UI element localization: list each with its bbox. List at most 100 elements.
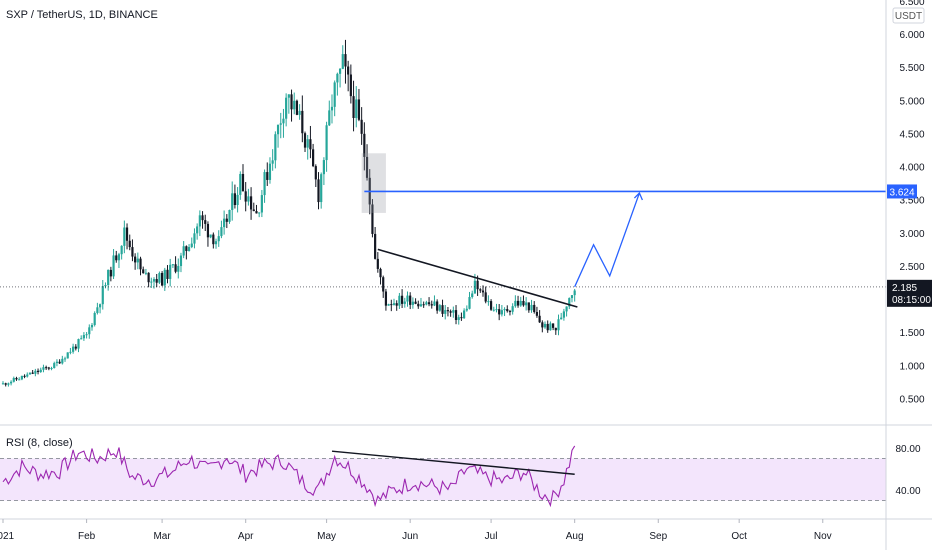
- candle-body: [492, 309, 495, 311]
- rsi-trendline: [331, 450, 575, 475]
- candle-body: [231, 193, 234, 210]
- candle-body: [371, 204, 374, 234]
- candle-body: [325, 125, 328, 161]
- target-badge-label: 3.624: [889, 187, 914, 198]
- candle-body: [295, 100, 299, 115]
- candle-body: [476, 280, 479, 290]
- candle-body: [341, 54, 344, 69]
- price-axis-tick: 5.500: [899, 63, 924, 74]
- candle-body: [131, 247, 134, 257]
- candle-body: [400, 295, 404, 304]
- candle-body: [382, 277, 385, 292]
- candle-body: [568, 298, 571, 307]
- candle-body: [69, 351, 72, 353]
- candle-body: [287, 94, 290, 98]
- candle-body: [320, 174, 323, 203]
- candle-body: [449, 311, 452, 313]
- candle-body: [155, 279, 158, 283]
- candle-body: [463, 310, 466, 319]
- candle-body: [160, 273, 164, 286]
- candle-body: [511, 306, 514, 312]
- last-price-badge: [887, 279, 932, 307]
- candle-body: [80, 338, 83, 340]
- candle-body: [309, 139, 312, 150]
- candle-body: [206, 223, 210, 238]
- time-axis-tick: Oct: [731, 531, 747, 542]
- projection-path: [574, 192, 641, 288]
- candle-body: [403, 301, 406, 304]
- candle-body: [42, 367, 45, 370]
- time-axis-tick: Nov: [814, 531, 832, 542]
- candle-body: [285, 97, 288, 119]
- candle-body: [182, 246, 185, 256]
- rsi-axis-tick: 80.00: [895, 444, 920, 455]
- candle-body: [479, 289, 482, 291]
- candle-body: [330, 106, 334, 111]
- rsi-pane: [0, 445, 886, 508]
- candle-body: [158, 273, 161, 283]
- candle-body: [82, 335, 85, 339]
- descending-trendline: [377, 248, 578, 308]
- rsi-line: [2, 445, 576, 508]
- candle-body: [546, 323, 549, 331]
- candle-body: [63, 358, 67, 360]
- candle-body: [174, 264, 177, 272]
- candle-body: [107, 269, 110, 286]
- candle-body: [123, 227, 126, 246]
- candle-body: [260, 195, 263, 213]
- candle-body: [23, 375, 26, 377]
- candle-body: [220, 227, 223, 237]
- price-axis-tick: 0.500: [899, 394, 924, 405]
- candle-body: [190, 243, 193, 247]
- candle-body: [50, 367, 53, 369]
- price-axis-tick: 6.000: [899, 30, 924, 41]
- candle-body: [525, 302, 528, 306]
- time-axis-tick: May: [317, 531, 336, 542]
- candle-body: [570, 295, 574, 299]
- candle-body: [282, 118, 285, 124]
- candle-body: [522, 300, 525, 306]
- candle-body: [349, 74, 352, 97]
- candle-body: [535, 312, 539, 316]
- candle-body: [560, 317, 563, 320]
- candle-body: [96, 307, 99, 313]
- candle-body: [276, 124, 280, 135]
- candle-body: [290, 94, 293, 110]
- candle-body: [198, 215, 201, 227]
- candle-body: [557, 319, 560, 331]
- candle-body: [565, 306, 568, 312]
- candle-body: [298, 110, 301, 115]
- candle-body: [336, 73, 339, 83]
- candle-body: [34, 370, 37, 374]
- symbol-legend: SXP / TetherUS, 1D, BINANCE: [6, 9, 158, 21]
- candle-body: [12, 377, 15, 382]
- candle-body: [274, 134, 277, 161]
- candle-body: [543, 323, 547, 328]
- candle-body: [214, 241, 218, 245]
- candle-body: [144, 272, 148, 274]
- candle-body: [236, 194, 239, 206]
- candle-body: [438, 305, 441, 311]
- candle-body: [379, 268, 382, 278]
- candle-body: [263, 172, 266, 196]
- candle-body: [93, 312, 96, 325]
- candle-body: [90, 324, 94, 328]
- candle-body: [303, 133, 307, 148]
- candle-body: [72, 346, 75, 352]
- candle-body: [338, 68, 342, 74]
- projection-arrowhead: [633, 191, 643, 201]
- price-axis-tick: 6.500: [899, 0, 924, 8]
- candle-body: [374, 233, 377, 259]
- rsi-band: [0, 458, 886, 501]
- candle-body: [169, 264, 172, 279]
- candle-body: [233, 193, 237, 206]
- candle-body: [115, 255, 118, 261]
- candle-body: [398, 295, 401, 306]
- candle-body: [142, 269, 145, 274]
- candle-body: [271, 160, 274, 164]
- candle-body: [506, 309, 509, 312]
- candle-body: [481, 290, 485, 293]
- candle-body: [552, 323, 555, 328]
- rsi-legend: RSI (8, close): [6, 437, 73, 449]
